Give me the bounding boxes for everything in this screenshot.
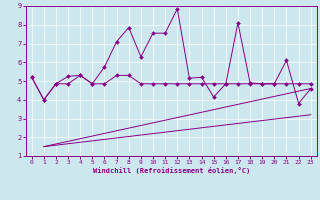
X-axis label: Windchill (Refroidissement éolien,°C): Windchill (Refroidissement éolien,°C) [92, 167, 250, 174]
